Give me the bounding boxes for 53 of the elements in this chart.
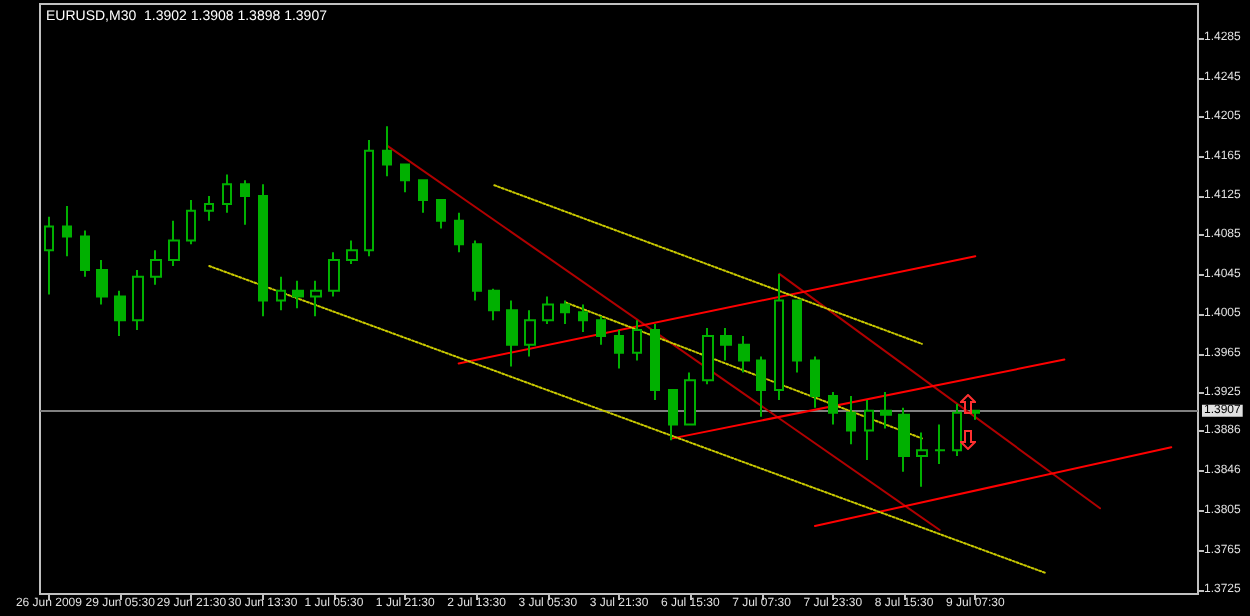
candlestick bbox=[80, 229, 90, 278]
candlestick bbox=[44, 215, 54, 296]
candlestick bbox=[846, 395, 856, 446]
candlestick bbox=[596, 315, 606, 346]
candlestick bbox=[310, 279, 322, 318]
candlestick bbox=[898, 406, 910, 473]
candlestick bbox=[150, 249, 162, 286]
candlestick bbox=[418, 179, 428, 214]
candlestick bbox=[792, 299, 802, 374]
candlestick bbox=[114, 289, 126, 337]
candlestick bbox=[364, 138, 374, 258]
candlestick bbox=[916, 431, 928, 488]
candlestick bbox=[720, 327, 732, 362]
candlestick bbox=[970, 408, 980, 421]
candlestick bbox=[276, 275, 286, 312]
candlestick bbox=[632, 319, 642, 362]
candlestick bbox=[668, 389, 678, 442]
candlestick bbox=[952, 402, 962, 458]
candlestick bbox=[222, 173, 232, 214]
candlestick bbox=[186, 199, 196, 246]
candlestick bbox=[560, 299, 570, 326]
candlestick bbox=[258, 183, 268, 318]
candlestick bbox=[934, 423, 946, 465]
candlestick bbox=[756, 355, 766, 418]
candlestick bbox=[828, 391, 838, 426]
candlestick bbox=[810, 355, 820, 409]
candlestick bbox=[168, 219, 180, 267]
candlestick bbox=[472, 239, 482, 302]
candlestick bbox=[454, 211, 464, 254]
candlestick bbox=[204, 195, 214, 222]
candlestick bbox=[684, 371, 696, 426]
candlestick bbox=[488, 287, 500, 322]
candlestick bbox=[292, 279, 304, 310]
candlestick bbox=[524, 309, 536, 358]
candlestick bbox=[738, 334, 750, 374]
candlestick bbox=[542, 295, 554, 326]
candlestick bbox=[346, 239, 358, 266]
candlestick bbox=[578, 303, 588, 333]
candlestick bbox=[880, 391, 892, 430]
candlestick bbox=[702, 327, 714, 386]
candlestick bbox=[650, 323, 660, 401]
candlestick bbox=[774, 272, 784, 401]
candlestick bbox=[864, 398, 874, 462]
candlestick bbox=[506, 299, 518, 368]
candlestick bbox=[382, 125, 392, 178]
candlestick bbox=[328, 251, 340, 298]
candlestick bbox=[614, 329, 624, 370]
candlestick bbox=[436, 199, 446, 230]
candlestick bbox=[400, 163, 410, 194]
candlestick bbox=[62, 204, 72, 258]
candlestick bbox=[240, 179, 250, 226]
candlestick bbox=[96, 259, 108, 306]
candlestick bbox=[132, 268, 144, 332]
